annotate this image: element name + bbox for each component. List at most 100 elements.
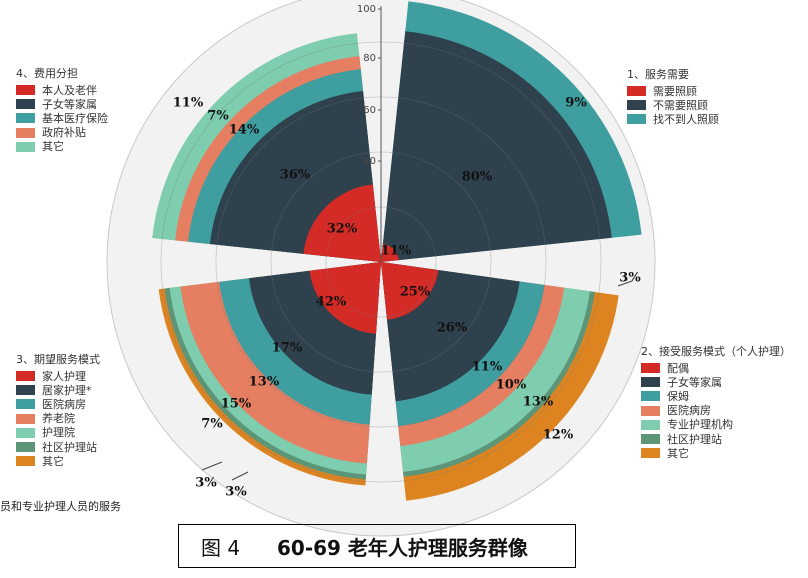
legend-label: 居家护理* <box>42 383 92 397</box>
legend-item-0-2: 找不到人照顾 <box>627 112 719 126</box>
legend-item-0-0: 需要照顾 <box>627 84 719 98</box>
value-label-2-3: 15% <box>221 397 252 412</box>
legend-swatch <box>16 99 35 110</box>
legend-label: 找不到人照顾 <box>653 112 719 126</box>
legend-label: 医院病房 <box>42 397 86 411</box>
value-label-1-4: 13% <box>523 395 554 410</box>
value-label-2-1: 17% <box>272 341 303 356</box>
legend-swatch <box>16 385 35 396</box>
value-label-0-1: 80% <box>462 170 493 185</box>
legend-title: 4、费用分担 <box>16 67 78 80</box>
figure-caption: 图 4 60-69 老年人护理服务群像 <box>178 524 576 568</box>
legend-item-3-1: 子女等家属 <box>16 97 108 111</box>
legend-swatch <box>627 86 646 97</box>
legend-swatch <box>641 377 660 388</box>
legend-item-0-1: 不需要照顾 <box>627 98 719 112</box>
legend-title: 2、接受服务模式（个人护理） <box>641 345 791 358</box>
sector-3-0 <box>303 184 381 262</box>
legend-label: 护理院 <box>42 426 75 440</box>
legend-item-2-3: 养老院 <box>16 412 100 426</box>
legend-item-1-2: 保姆 <box>641 389 791 403</box>
axis-tick-label-2: 60 <box>363 105 376 116</box>
value-label-1-5: 3% <box>619 271 641 286</box>
legend-swatch <box>641 391 660 402</box>
legend-label: 其它 <box>42 140 64 154</box>
value-label-1-0: 25% <box>400 285 431 300</box>
axis-tick-label-0: 100 <box>357 4 376 15</box>
legend-title: 3、期望服务模式 <box>16 353 100 366</box>
legend-item-2-2: 医院病房 <box>16 397 100 411</box>
legend-swatch <box>16 127 35 138</box>
legend-cost-sharing: 4、费用分担 本人及老伴 子女等家属 基本医疗保险 政府补贴 其它 <box>16 66 108 154</box>
legend-title: 1、服务需要 <box>627 68 689 81</box>
radial-axis: 100 80 60 40 <box>357 4 382 262</box>
sector-1-0 <box>381 262 439 320</box>
legend-swatch <box>641 448 660 459</box>
sector-2-0 <box>309 262 381 334</box>
legend-label: 专业护理机构 <box>667 418 733 432</box>
legend-swatch <box>641 363 660 374</box>
legend-item-3-2: 基本医疗保险 <box>16 111 108 125</box>
value-label-2-2: 13% <box>249 375 280 390</box>
legend-item-2-5: 社区护理站 <box>16 440 100 454</box>
legend-expected-mode: 3、期望服务模式 家人护理 居家护理* 医院病房 养老院 护理院 社区护理站 其它 <box>16 352 100 468</box>
legend-swatch <box>641 419 660 430</box>
value-label-3-3: 7% <box>207 109 229 124</box>
legend-swatch <box>16 456 35 467</box>
value-label-3-4: 11% <box>173 96 204 111</box>
legend-swatch <box>16 85 35 96</box>
legend-label: 政府补贴 <box>42 126 86 140</box>
value-label-2-5: 3% <box>195 476 217 491</box>
value-label-3-0: 32% <box>327 222 358 237</box>
legend-item-2-4: 护理院 <box>16 426 100 440</box>
value-label-1-2: 11% <box>472 360 503 375</box>
legend-item-1-5: 社区护理站 <box>641 432 791 446</box>
value-label-1-6: 12% <box>543 428 574 443</box>
legend-swatch <box>627 114 646 125</box>
legend-swatch <box>16 141 35 152</box>
legend-swatch <box>16 427 35 438</box>
value-label-3-2: 14% <box>229 123 260 138</box>
caption-title: 60-69 老年人护理服务群像 <box>277 535 528 560</box>
legend-service-need: 1、服务需要 需要照顾 不需要照顾 找不到人照顾 <box>627 67 719 127</box>
footnote-text: 员和专业护理人员的服务 <box>0 500 121 513</box>
legend-item-1-6: 其它 <box>641 446 791 460</box>
legend-item-2-1: 居家护理* <box>16 383 100 397</box>
value-label-1-1: 26% <box>437 321 468 336</box>
legend-item-1-0: 配偶 <box>641 361 791 375</box>
legend-label: 配偶 <box>667 361 689 375</box>
legend-item-1-1: 子女等家属 <box>641 375 791 389</box>
legend-label: 子女等家属 <box>42 97 97 111</box>
legend-swatch <box>641 405 660 416</box>
legend-swatch <box>627 100 646 111</box>
value-label-2-0: 42% <box>316 295 347 310</box>
legend-label: 需要照顾 <box>653 84 697 98</box>
legend-item-3-0: 本人及老伴 <box>16 83 108 97</box>
leader-line-1 <box>201 461 223 471</box>
legend-label: 社区护理站 <box>667 432 722 446</box>
chart-sectors <box>106 0 656 537</box>
legend-swatch <box>641 434 660 445</box>
value-label-3-1: 36% <box>280 168 311 183</box>
axis-tick-label-1: 80 <box>363 53 376 64</box>
legend-label: 子女等家属 <box>667 375 722 389</box>
legend-swatch <box>16 399 35 410</box>
value-label-2-4: 7% <box>201 417 223 432</box>
value-label-0-0: 11% <box>381 244 412 259</box>
legend-item-2-0: 家人护理 <box>16 369 100 383</box>
legend-label: 养老院 <box>42 412 75 426</box>
legend-label: 基本医疗保险 <box>42 111 108 125</box>
leader-line-0 <box>617 280 633 287</box>
legend-item-3-3: 政府补贴 <box>16 126 108 140</box>
axis-tick-label-3: 40 <box>363 156 376 167</box>
legend-swatch <box>16 371 35 382</box>
value-label-2-6: 3% <box>225 485 247 500</box>
legend-label: 本人及老伴 <box>42 83 97 97</box>
legend-label: 家人护理 <box>42 369 86 383</box>
value-labels: 11% 80% 9% 25% 26% 11% 10% 13% 3% 12% 42% 17% 13% 15%… <box>173 96 642 500</box>
legend-item-3-4: 其它 <box>16 140 108 154</box>
legend-swatch <box>16 113 35 124</box>
legend-label: 不需要照顾 <box>653 98 708 112</box>
legend-swatch <box>16 442 35 453</box>
